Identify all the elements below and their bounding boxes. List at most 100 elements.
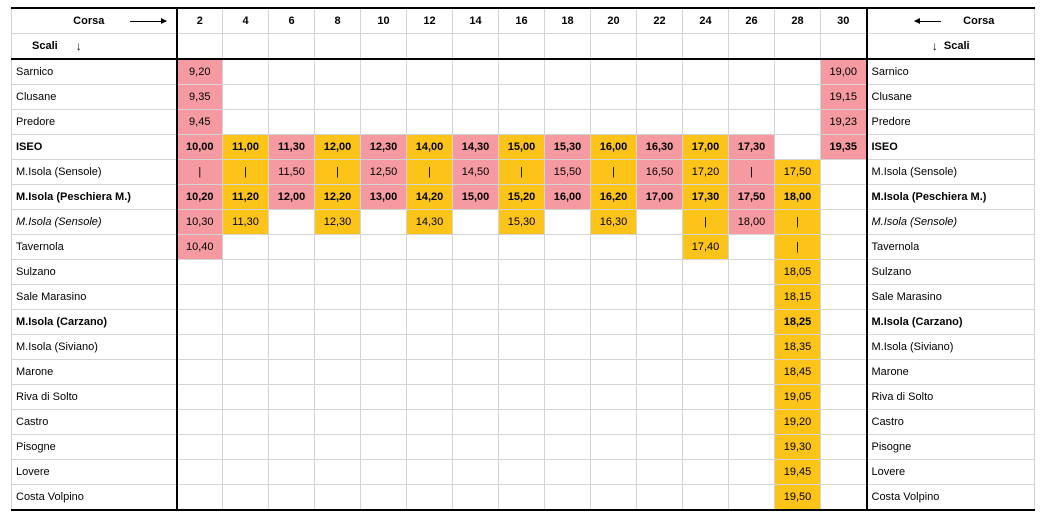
- time-cell: [498, 109, 545, 135]
- time-cell: [406, 84, 453, 110]
- time-cell: [774, 109, 821, 135]
- time-cell: 15,30: [544, 134, 591, 160]
- stop-row: Predore 9,45 19,23 Predore: [11, 109, 1035, 135]
- time-cell: [636, 259, 683, 285]
- time-cell: [820, 259, 868, 285]
- header-blank-cell: [682, 33, 729, 60]
- time-cell: [222, 434, 269, 460]
- time-cell: 11,30: [222, 209, 269, 235]
- time-cell: [544, 109, 591, 135]
- time-cell: [360, 434, 407, 460]
- stop-name-left: M.Isola (Carzano): [11, 309, 177, 335]
- time-cell: 15,50: [544, 159, 591, 185]
- header-blank-cell: [728, 33, 775, 60]
- time-cell: [636, 109, 683, 135]
- run-number: 4: [222, 7, 269, 34]
- time-cell: [682, 434, 729, 460]
- time-cell: [175, 384, 223, 410]
- time-cell: [360, 209, 407, 235]
- run-number: 16: [498, 7, 545, 34]
- time-cell: [728, 234, 775, 260]
- time-cell: [268, 409, 315, 435]
- stop-name-right: Marone: [866, 359, 1035, 385]
- time-cell: [452, 84, 499, 110]
- time-cell: [728, 434, 775, 460]
- time-cell: 18,00: [728, 209, 775, 235]
- time-cell: [820, 484, 868, 511]
- time-cell: 14,00: [406, 134, 453, 160]
- stop-name-right: Castro: [866, 409, 1035, 435]
- time-cell: [175, 284, 223, 310]
- time-cell: 12,00: [268, 184, 315, 210]
- time-cell: [590, 459, 637, 485]
- stop-name-right: ISEO: [866, 134, 1035, 160]
- time-cell: 14,30: [406, 209, 453, 235]
- time-cell: 17,20: [682, 159, 729, 185]
- time-cell: [452, 209, 499, 235]
- time-cell: [728, 384, 775, 410]
- time-cell: 9,45: [175, 109, 223, 135]
- time-cell: [682, 459, 729, 485]
- run-number: 12: [406, 7, 453, 34]
- stop-name-right: Predore: [866, 109, 1035, 135]
- time-cell: |: [774, 234, 821, 260]
- time-cell: [268, 334, 315, 360]
- stop-name-left: M.Isola (Siviano): [11, 334, 177, 360]
- run-number: 8: [314, 7, 361, 34]
- time-cell: 19,00: [820, 58, 868, 85]
- time-cell: [682, 109, 729, 135]
- stop-name-left: Tavernola: [11, 234, 177, 260]
- time-cell: 9,35: [175, 84, 223, 110]
- time-cell: [544, 58, 591, 85]
- time-cell: 18,05: [774, 259, 821, 285]
- time-cell: [498, 459, 545, 485]
- time-cell: [175, 459, 223, 485]
- stop-name-right: Sarnico: [866, 58, 1035, 85]
- time-cell: 13,00: [360, 184, 407, 210]
- timetable: Corsa 2 4 6 8 10 12 14 16 18 20 22 24 26 28 30 Corsa Sc…: [11, 7, 1035, 511]
- stop-name-left: Marone: [11, 359, 177, 385]
- time-cell: [452, 384, 499, 410]
- time-cell: 12,30: [360, 134, 407, 160]
- time-cell: [544, 209, 591, 235]
- time-cell: 16,00: [590, 134, 637, 160]
- time-cell: [682, 84, 729, 110]
- header-blank-cell: [636, 33, 683, 60]
- time-cell: [820, 334, 868, 360]
- time-cell: [636, 434, 683, 460]
- time-cell: [820, 159, 868, 185]
- time-cell: 18,25: [774, 309, 821, 335]
- time-cell: [222, 384, 269, 410]
- stop-name-left: M.Isola (Sensole): [11, 159, 177, 185]
- time-cell: [820, 459, 868, 485]
- time-cell: [498, 84, 545, 110]
- time-cell: [406, 434, 453, 460]
- stop-row: Marone 18,45 Marone: [11, 359, 1035, 385]
- time-cell: [636, 459, 683, 485]
- time-cell: [820, 309, 868, 335]
- time-cell: 14,30: [452, 134, 499, 160]
- time-cell: |: [774, 209, 821, 235]
- time-cell: [268, 209, 315, 235]
- time-cell: [222, 259, 269, 285]
- time-cell: [590, 434, 637, 460]
- header-blank-cell: [360, 33, 407, 60]
- header-blank-cell: [820, 33, 868, 60]
- stop-name-right: M.Isola (Carzano): [866, 309, 1035, 335]
- time-cell: [452, 484, 499, 511]
- time-cell: [222, 84, 269, 110]
- time-cell: 10,20: [175, 184, 223, 210]
- time-cell: 19,30: [774, 434, 821, 460]
- time-cell: [682, 58, 729, 85]
- stop-name-right: Lovere: [866, 459, 1035, 485]
- time-cell: [360, 234, 407, 260]
- time-cell: 11,20: [222, 184, 269, 210]
- stop-name-right: Pisogne: [866, 434, 1035, 460]
- time-cell: [498, 58, 545, 85]
- time-cell: [682, 309, 729, 335]
- time-cell: [314, 334, 361, 360]
- time-cell: [820, 434, 868, 460]
- header-row-corsa: Corsa 2 4 6 8 10 12 14 16 18 20 22 24 26 28 30 Corsa: [11, 7, 1035, 34]
- time-cell: 17,50: [774, 159, 821, 185]
